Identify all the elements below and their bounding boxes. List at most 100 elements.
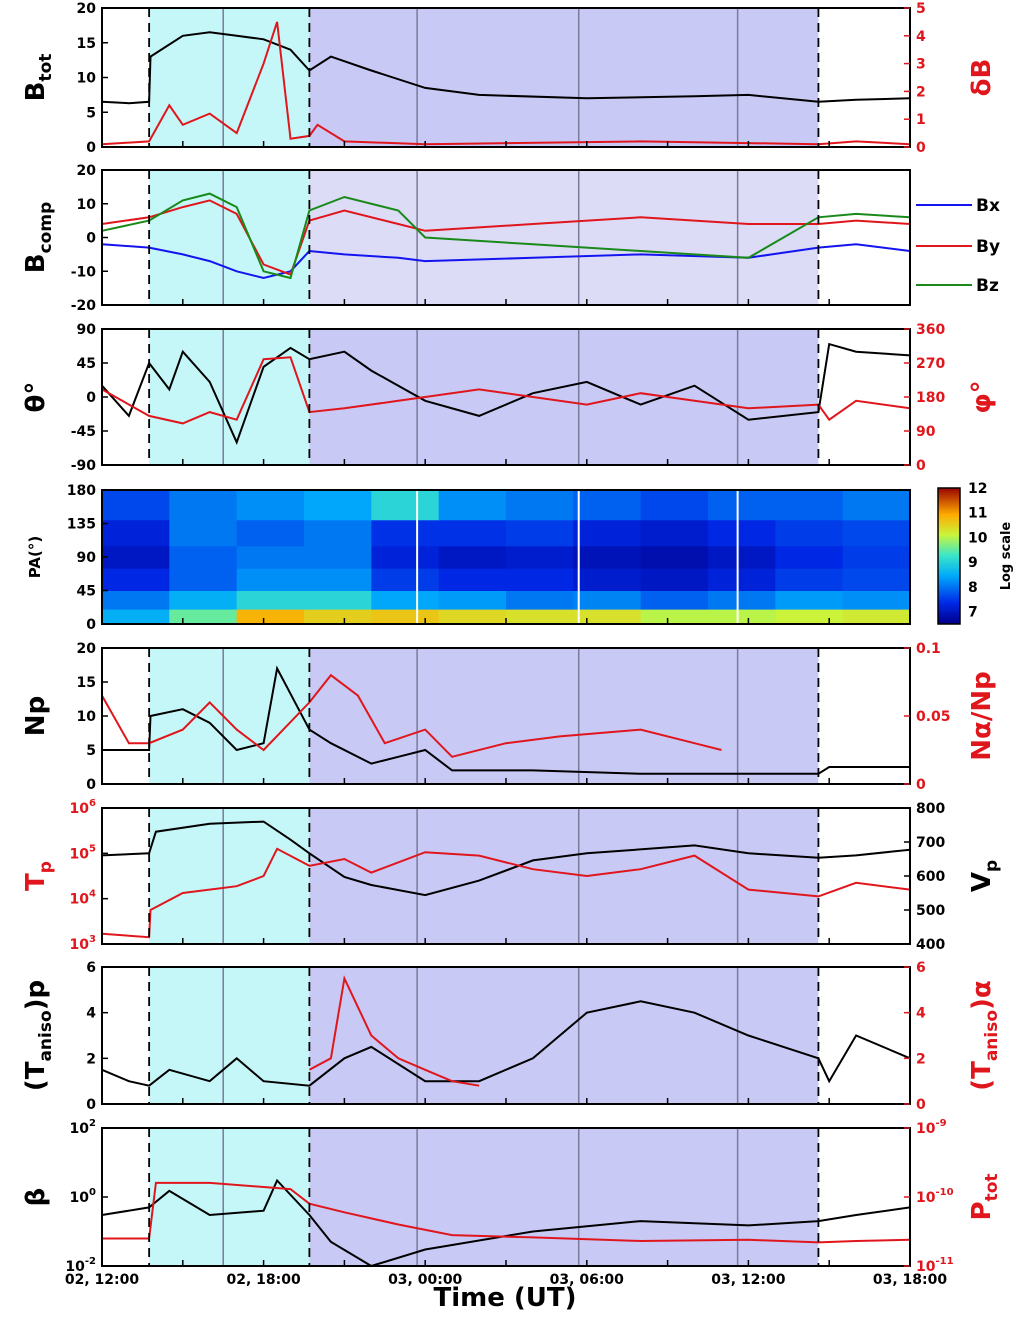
left-tick-label: 103 xyxy=(70,934,96,953)
left-tick-label: 90 xyxy=(77,322,97,338)
colorbar-cell xyxy=(938,578,960,582)
colorbar-cell xyxy=(938,501,960,505)
heatmap-cell xyxy=(775,568,844,591)
heatmap-cell xyxy=(169,545,238,569)
heatmap-cell xyxy=(842,568,911,591)
colorbar-cell xyxy=(938,553,960,557)
x-tick-label: 02, 18:00 xyxy=(226,1272,300,1288)
series-line xyxy=(101,21,911,146)
colorbar-cell xyxy=(938,549,960,552)
left-tick-label: 15 xyxy=(77,36,96,52)
colorbar-cell xyxy=(938,494,960,498)
series-line xyxy=(102,1181,911,1244)
colorbar-cell xyxy=(938,499,960,503)
heatmap-cell xyxy=(438,590,507,610)
heatmap-cell xyxy=(573,545,642,569)
heatmap-cell xyxy=(775,609,844,625)
blue-region xyxy=(309,648,819,784)
colorbar-cell xyxy=(938,510,960,514)
left-tick-label: 45 xyxy=(77,356,96,372)
left-axis-title: PA(°) xyxy=(26,536,44,578)
heatmap-cell xyxy=(438,545,507,569)
heatmap-cell xyxy=(169,519,238,547)
heatmap-cell xyxy=(371,519,440,547)
left-tick-label: 20 xyxy=(77,163,97,179)
colorbar-cell xyxy=(938,612,960,616)
heatmap-cell xyxy=(304,590,372,610)
left-tick-label: 5 xyxy=(86,743,96,759)
left-tick-label: -20 xyxy=(71,298,97,314)
colorbar: 7 8 9 10 11 12 Log scale xyxy=(937,481,1014,625)
colorbar-label: Log scale xyxy=(999,522,1014,591)
heatmap-cell xyxy=(640,519,709,547)
right-tick-label: 10-11 xyxy=(916,1256,954,1275)
panel-7: 10-2 100 102 10-11 10-10 10-9 xyxy=(65,1118,953,1275)
colorbar-tick-label: 10 xyxy=(968,530,988,546)
right-tick-label: 3 xyxy=(916,57,926,73)
right-tick-label: 4 xyxy=(916,1006,926,1022)
colorbar-cell xyxy=(938,567,960,571)
heatmap-cell xyxy=(506,545,574,569)
colorbar-cell xyxy=(938,512,960,516)
heatmap-cell xyxy=(236,519,305,547)
x-axis-title: Time (UT) xyxy=(433,1283,576,1313)
colorbar-cell xyxy=(938,610,960,614)
colorbar-cell xyxy=(938,560,960,564)
series-line xyxy=(101,820,911,897)
right-tick-label: 0 xyxy=(916,140,926,156)
heatmap-cell xyxy=(573,519,642,547)
heatmap-cell xyxy=(640,609,709,625)
heatmap-cell xyxy=(573,590,642,610)
heatmap-cell xyxy=(640,590,709,610)
series-line xyxy=(101,673,722,758)
series-line xyxy=(101,199,911,276)
blue-region xyxy=(309,967,819,1104)
right-tick-label: 10-9 xyxy=(916,1118,947,1137)
right-axis-title: (Taniso)α xyxy=(967,980,1002,1091)
colorbar-cell xyxy=(938,544,960,548)
colorbar-tick-label: 8 xyxy=(968,580,978,596)
left-tick-label: 0 xyxy=(86,777,96,793)
panel-3: 7 8 9 10 11 12 Log scale 0 45 90 135 180 PA(°) xyxy=(26,481,1014,633)
colorbar-cell xyxy=(938,537,960,541)
colorbar-cell xyxy=(938,621,960,625)
left-tick-label: 0 xyxy=(86,140,96,156)
heatmap-cell xyxy=(304,609,372,625)
heatmap-cell xyxy=(640,568,709,591)
heatmap-cell xyxy=(169,490,238,521)
left-tick-label: -90 xyxy=(71,458,97,474)
left-tick-label: 102 xyxy=(70,1118,96,1137)
left-tick-label: 90 xyxy=(77,550,97,566)
heatmap-cell xyxy=(169,590,238,610)
left-tick-label: 20 xyxy=(77,641,97,657)
x-tick-label: 03, 12:00 xyxy=(711,1272,785,1288)
blue-region xyxy=(309,808,819,944)
blue-region xyxy=(309,329,819,465)
left-tick-label: 45 xyxy=(77,584,96,600)
heatmap-cell xyxy=(371,490,440,521)
right-axis-title: Ptot xyxy=(967,1174,1002,1221)
cyan-region xyxy=(149,967,310,1104)
right-tick-label: 2 xyxy=(916,1051,926,1067)
series-line xyxy=(101,192,911,280)
series-line xyxy=(308,975,480,1087)
colorbar-cell xyxy=(938,524,960,528)
heatmap-cell xyxy=(236,609,305,625)
panel-4: 0 5 10 15 20 0 0.05 0.1 xyxy=(77,641,951,793)
series-line xyxy=(101,1178,911,1268)
colorbar-cell xyxy=(938,608,960,611)
colorbar-cell xyxy=(938,583,960,586)
left-tick-label: 104 xyxy=(70,889,96,908)
heatmap-cell xyxy=(506,568,574,591)
heatmap-cell xyxy=(506,519,574,547)
heatmap-cell xyxy=(236,545,305,569)
left-axis-title: Btot xyxy=(21,54,56,102)
left-tick-label: 2 xyxy=(86,1051,96,1067)
heatmap-cell xyxy=(640,490,709,521)
cyan-region xyxy=(149,648,310,784)
colorbar-cell xyxy=(938,576,960,580)
legend-label: Bz xyxy=(976,276,999,296)
series-line xyxy=(101,31,911,105)
right-tick-label: 700 xyxy=(916,835,945,851)
